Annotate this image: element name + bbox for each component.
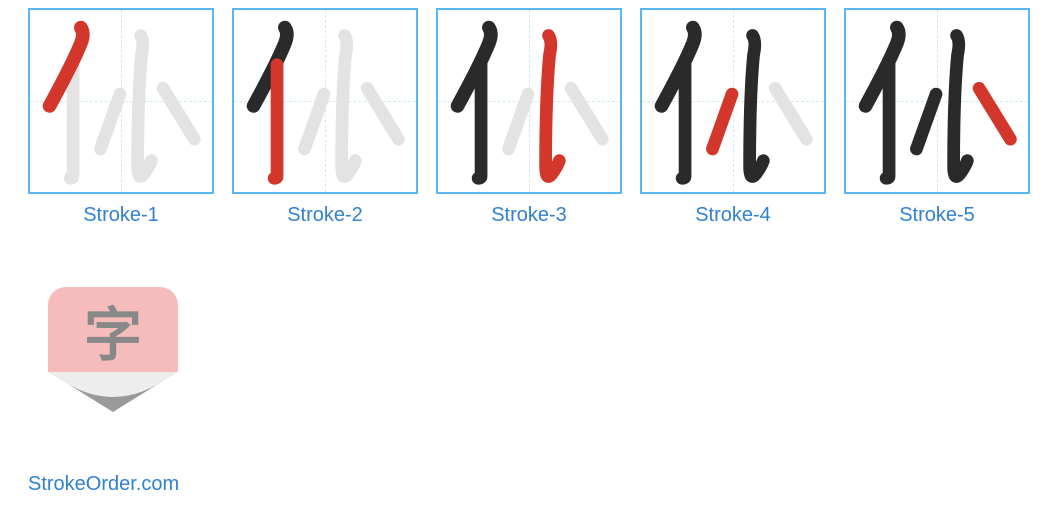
character-svg [438,10,620,192]
logo-tip [48,372,178,412]
strokes-row: Stroke-1 Stroke-2 Stroke-3 Stroke-4 Stroke-5 [28,8,1042,227]
stroke-box-5 [844,8,1030,194]
stroke-label-2: Stroke-2 [287,204,363,227]
stroke-box-3 [436,8,622,194]
logo-top: 字 [48,287,178,372]
stroke-label-4: Stroke-4 [695,204,771,227]
stroke-box-4 [640,8,826,194]
stroke-item-1: Stroke-1 [28,8,214,227]
footer-site-link[interactable]: StrokeOrder.com [28,473,179,496]
stroke-item-4: Stroke-4 [640,8,826,227]
character-svg [642,10,824,192]
stroke-label-5: Stroke-5 [899,204,975,227]
character-svg [846,10,1028,192]
character-svg [30,10,212,192]
stroke-label-1: Stroke-1 [83,204,159,227]
character-svg [234,10,416,192]
site-logo: 字 [48,287,178,417]
stroke-box-2 [232,8,418,194]
stroke-box-1 [28,8,214,194]
stroke-item-2: Stroke-2 [232,8,418,227]
stroke-label-3: Stroke-3 [491,204,567,227]
logo-character: 字 [84,288,142,372]
stroke-item-5: Stroke-5 [844,8,1030,227]
stroke-item-3: Stroke-3 [436,8,622,227]
